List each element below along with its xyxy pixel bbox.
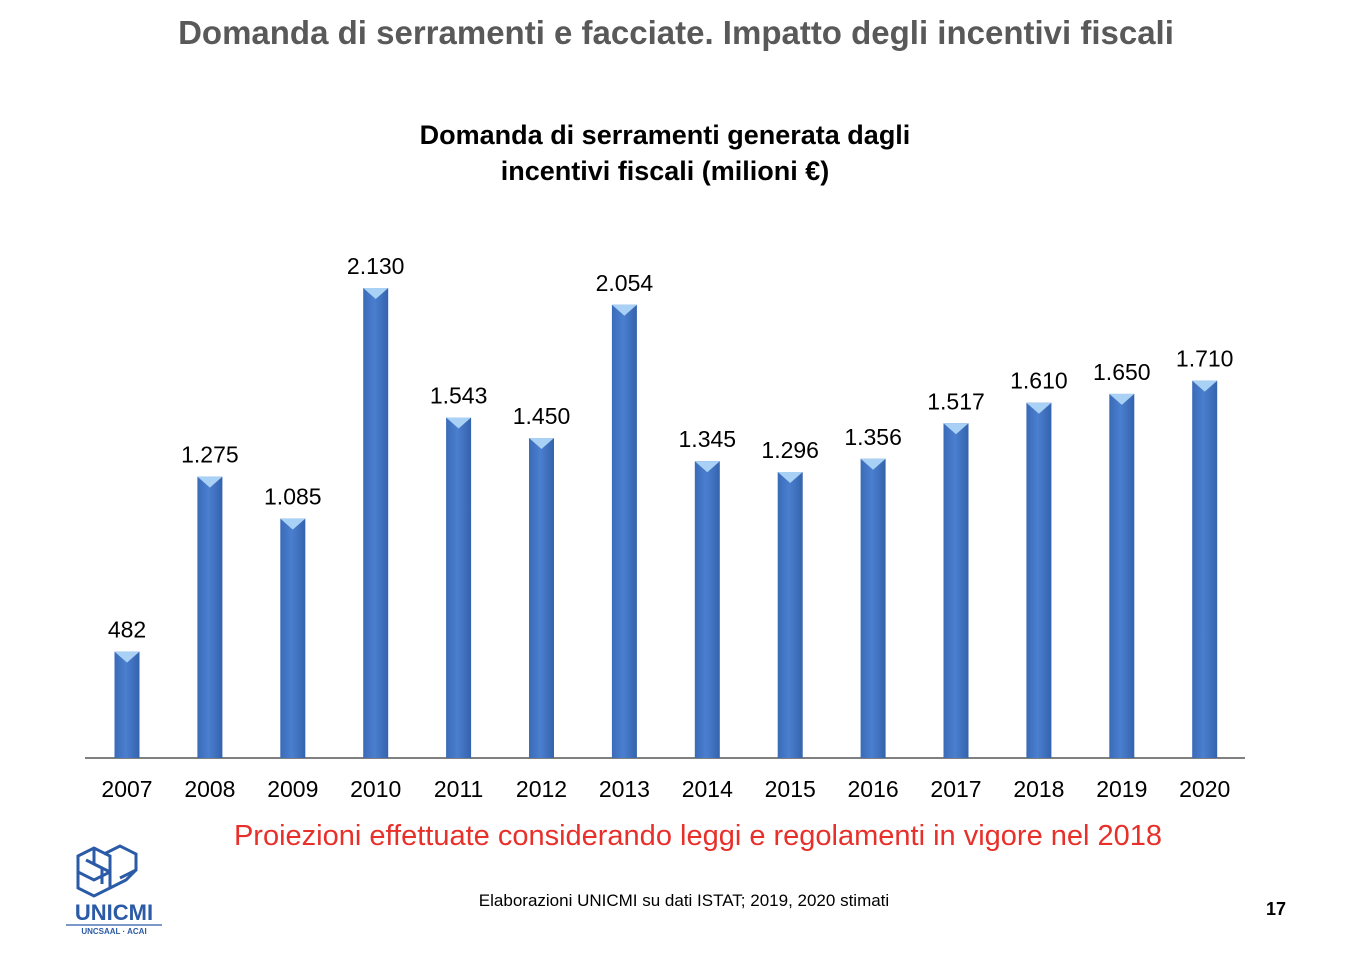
bar-2007 (114, 651, 140, 758)
chart-title-line-1: Domanda di serramenti generata dagli (419, 120, 911, 150)
value-label-2010: 2.130 (347, 253, 405, 279)
page-number: 17 (1265, 899, 1286, 919)
x-tick-label-2017: 2017 (930, 776, 981, 802)
bar-cap-2017 (943, 423, 969, 435)
chart-title-line-2: incentivi fiscali (milioni €) (500, 156, 830, 186)
bar-2010 (363, 288, 389, 758)
value-label-2011: 1.543 (430, 383, 488, 409)
x-tick-label-2020: 2020 (1179, 776, 1230, 802)
bar-cap-2016 (860, 458, 886, 470)
bar-2019 (1109, 393, 1135, 758)
unicmi-logo: UNICMI UNCSAAL · ACAI (66, 844, 162, 936)
x-tick-label-2015: 2015 (765, 776, 816, 802)
bar-cap-2012 (529, 438, 554, 450)
x-tick-label-2009: 2009 (267, 776, 318, 802)
bar-2009 (280, 518, 306, 758)
bar-cap-2018 (1026, 402, 1052, 414)
bar-2011 (446, 417, 472, 758)
value-label-2012: 1.450 (513, 403, 571, 429)
value-label-2020: 1.710 (1176, 346, 1234, 372)
logo-subtitle: UNCSAAL · ACAI (81, 927, 146, 936)
bar-cap-2019 (1109, 393, 1135, 405)
x-tick-label-2007: 2007 (101, 776, 152, 802)
bar-chart: 482 2007 1.275 2008 1.085 2009 2.130 2010 1.543 2… (85, 253, 1245, 802)
chart-title: Domanda di serramenti generata dagli inc… (330, 117, 1000, 189)
x-tick-label-2011: 2011 (434, 776, 483, 802)
x-tick-label-2019: 2019 (1096, 776, 1147, 802)
bar-cap-2010 (363, 288, 389, 299)
bar-2018 (1026, 402, 1052, 758)
logo-mark (76, 844, 138, 898)
bar-cap-2013 (611, 304, 637, 316)
value-label-2016: 1.356 (844, 424, 902, 450)
value-label-2008: 1.275 (181, 442, 239, 468)
value-label-2015: 1.296 (761, 437, 819, 463)
value-label-2013: 2.054 (596, 270, 654, 296)
bar-2012 (529, 438, 554, 758)
x-tick-label-2012: 2012 (516, 776, 567, 802)
bar-2020 (1192, 380, 1218, 758)
logo-text: UNICMI (75, 900, 153, 925)
bar-2013 (611, 304, 637, 758)
x-tick-label-2014: 2014 (682, 776, 733, 802)
bar-cap-2009 (280, 518, 306, 530)
bar-cap-2011 (446, 417, 472, 429)
x-tick-label-2010: 2010 (350, 776, 401, 802)
value-label-2017: 1.517 (927, 388, 985, 414)
x-tick-label-2018: 2018 (1013, 776, 1064, 802)
source-note: Elaborazioni UNICMI su dati ISTAT; 2019,… (478, 891, 890, 910)
x-tick-label-2016: 2016 (848, 776, 899, 802)
value-label-2014: 1.345 (679, 426, 737, 452)
value-label-2007: 482 (108, 617, 146, 643)
value-label-2018: 1.610 (1010, 368, 1068, 394)
bar-2017 (943, 423, 969, 758)
bar-2015 (777, 472, 803, 758)
bar-2014 (694, 461, 720, 758)
bar-cap-2020 (1192, 380, 1218, 392)
bar-cap-2008 (197, 476, 223, 488)
slide-title: Domanda di serramenti e facciate. Impatt… (178, 14, 1174, 51)
value-label-2019: 1.650 (1093, 359, 1151, 385)
bar-cap-2007 (114, 651, 140, 663)
x-tick-label-2008: 2008 (184, 776, 235, 802)
bar-cap-2014 (694, 461, 720, 473)
bar-cap-2015 (777, 472, 803, 484)
bar-2016 (860, 458, 886, 758)
x-tick-label-2013: 2013 (599, 776, 650, 802)
projection-note: Proiezioni effettuate considerando leggi… (233, 820, 1163, 852)
bar-2008 (197, 476, 223, 758)
value-label-2009: 1.085 (264, 484, 322, 510)
